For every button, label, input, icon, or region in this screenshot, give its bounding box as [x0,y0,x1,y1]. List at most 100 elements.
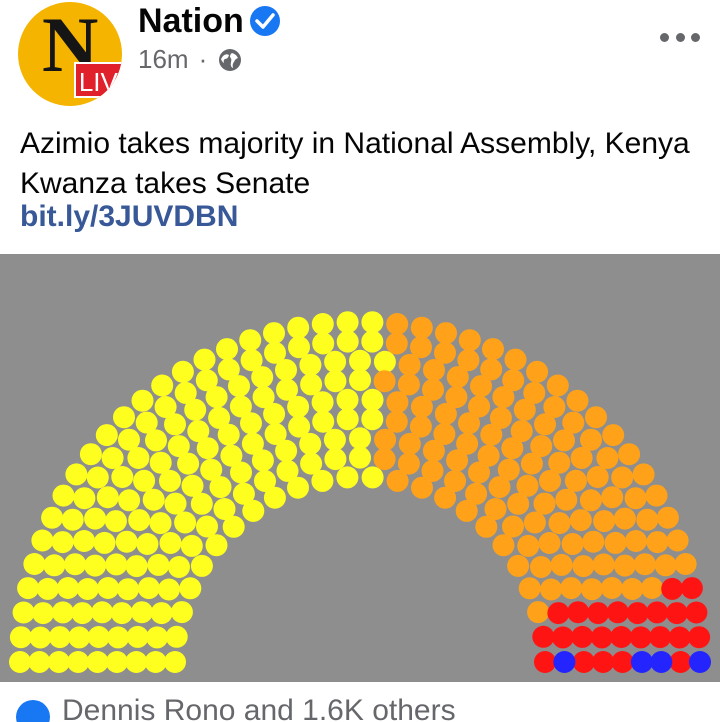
seat-dot [115,530,138,553]
seat-dot [361,466,384,489]
seat-dot [174,381,197,404]
seat-dot [43,554,66,577]
reactions-summary[interactable]: Dennis Rono and 1.6K others [62,694,456,722]
seat-dot [571,625,594,648]
live-badge: LIVE [74,62,122,98]
seat-dot [455,499,478,522]
seat-dot [86,466,109,489]
seat-dot [606,601,629,624]
seat-dot [312,332,335,355]
seat-dot [572,555,595,578]
seat-dot [569,509,592,532]
seat-dot [527,601,550,624]
seat-dot [159,469,181,492]
seat-dot [560,577,583,600]
seat-dot [300,373,323,396]
seat-dot [164,492,187,515]
seat-dot [264,423,287,445]
seat-dot [209,476,232,499]
seat-dot [228,375,250,398]
seat-dot [532,625,555,648]
reactions-bar[interactable]: Dennis Rono and 1.6K others [0,692,720,722]
more-options-icon[interactable] [660,30,700,44]
seat-dot [145,429,167,452]
seat-dot [688,626,711,649]
seat-dot [555,488,578,511]
seat-dot [497,458,520,481]
seat-dot [610,626,633,648]
seat-dot [397,373,420,396]
seat-dot [423,359,445,381]
post-text: Azimio takes majority in National Assemb… [20,127,690,200]
seat-dot [477,444,500,467]
seat-dot [624,530,647,552]
seat-dot [113,406,135,429]
seat-dot [630,651,653,673]
seat-dot [489,406,512,429]
seat-dot [154,396,177,418]
seat-dot [168,556,190,578]
seat-dot [386,313,409,335]
seat-dot [513,398,536,421]
seat-dot [410,395,433,418]
seat-dot [470,375,492,398]
seat-dot [312,410,335,433]
seat-dot [51,601,74,624]
seat-dot [336,388,359,411]
seat-dot [349,369,371,392]
seat-dot [251,449,274,472]
seat-dot [580,428,602,451]
page-avatar[interactable]: N LIVE [18,2,122,106]
seat-dot [373,370,396,393]
seat-dot [147,553,170,576]
seat-dot [65,463,88,486]
seat-dot [445,386,468,409]
seat-dot [611,466,634,489]
seat-dot [73,530,96,552]
seat-dot [276,378,298,401]
seat-dot [196,515,218,538]
seat-dot [526,360,549,383]
seat-dot [523,511,546,534]
seat-dot [151,374,174,397]
seat-dot [336,466,359,489]
seat-dot [548,512,571,535]
seat-dot [41,506,64,529]
post-time[interactable]: 16m [138,44,189,74]
seat-dot [17,577,40,600]
meta-separator: · [198,44,208,74]
seat-dot [488,476,511,499]
seat-dot [570,447,593,469]
seat-dot [174,511,197,534]
seat-dot [492,534,515,557]
seat-dot [93,531,116,554]
seat-dot [504,348,527,371]
seat-dot [137,577,160,600]
seat-dot [685,601,708,624]
seat-dot [602,424,625,447]
seat-dot [229,395,252,418]
seat-dot [149,512,172,535]
seat-dot [36,577,59,600]
post-link[interactable]: bit.ly/3JUVDBN [20,200,239,233]
seat-dot [9,626,32,649]
seat-dot [216,338,238,361]
seat-dot [200,458,223,481]
seat-dot [251,366,274,389]
seat-dot [502,515,524,538]
seat-dot [180,534,203,557]
seat-dot [159,532,182,554]
seat-dot [585,406,607,429]
seat-dot [492,386,515,409]
seat-dot [523,381,546,404]
post-image[interactable] [0,254,720,682]
seat-dot [12,601,35,624]
page-name[interactable]: Nation [138,2,244,40]
seat-dot [84,507,107,530]
seat-dot [23,553,46,575]
seat-dot [29,626,52,649]
seat-dot [287,316,310,339]
seat-dot [51,531,74,554]
seat-dot [299,432,322,455]
seat-dot [484,498,507,520]
